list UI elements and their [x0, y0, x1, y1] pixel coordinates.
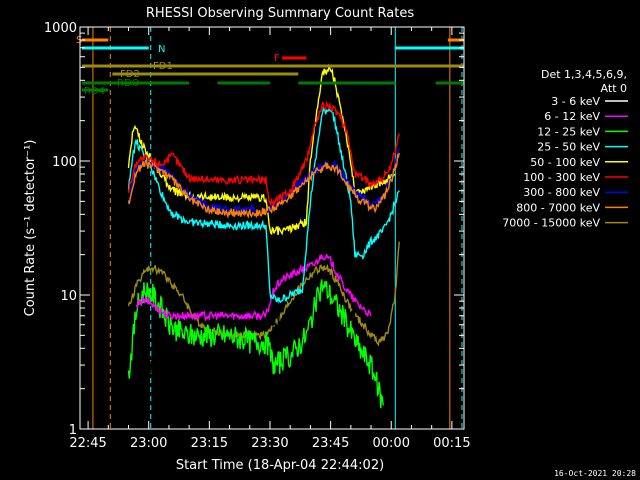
- x-tick-label-23-45: 23:45: [312, 436, 349, 451]
- status-label-s: S: [76, 35, 82, 46]
- y-tick-label-10: 10: [60, 289, 77, 304]
- legend-label-300-800-kev: 300 - 800 keV: [523, 186, 600, 199]
- x-tick-label-22-45: 22:45: [69, 436, 106, 451]
- series-line-50-100-kev: [127, 63, 396, 236]
- series-line-800-7000-kev: [127, 152, 400, 220]
- vertical-markers: [92, 27, 463, 429]
- legend-label-6-12-kev: 6 - 12 keV: [544, 110, 600, 123]
- chart-title: RHESSI Observing Summary Count Rates: [146, 6, 415, 21]
- y-axis-label: Count Rate (s⁻¹ detector⁻¹): [23, 140, 38, 317]
- status-label-n: N: [158, 44, 165, 55]
- status-label-fd1: FD1: [153, 61, 173, 72]
- legend-label-800-7000-kev: 800 - 7000 keV: [516, 201, 600, 214]
- legend-label-3-6-kev: 3 - 6 keV: [551, 95, 600, 108]
- legend-label-100-300-kev: 100 - 300 keV: [523, 171, 600, 184]
- legend-label-25-50-kev: 25 - 50 keV: [537, 141, 600, 154]
- legend: Det 1,3,4,5,6,9,Att 03 - 6 keV 6 - 12 keV…: [502, 68, 628, 230]
- axes: 22:45 23:00 23:15 23:30 23:45 00:00 00:15 1 10 10…: [44, 21, 471, 451]
- series-line-6-12-kev: [135, 253, 372, 322]
- series-line-12-25-kev: [127, 279, 384, 409]
- y-tick-label-100: 100: [52, 155, 77, 170]
- x-tick-label-00-00: 00:00: [373, 436, 410, 451]
- x-tick-label-23-15: 23:15: [191, 436, 228, 451]
- legend-header-1: Att 0: [601, 82, 627, 95]
- series-line-3-6-kev: [135, 233, 388, 430]
- legend-label-50-100-kev: 50 - 100 keV: [530, 156, 600, 169]
- x-axis-label: Start Time (18-Apr-04 22:44:02): [176, 458, 384, 473]
- status-label-rdo: RDO: [117, 78, 140, 89]
- x-tick-label-00-15: 00:15: [433, 436, 470, 451]
- legend-header-0: Det 1,3,4,5,6,9,: [541, 68, 627, 81]
- legend-label-12-25-kev: 12 - 25 keV: [537, 125, 600, 138]
- series-line-100-300-kev: [127, 100, 400, 207]
- legend-label-7000-15000-kev: 7000 - 15000 keV: [502, 217, 600, 230]
- status-label-rd4: RD4: [84, 86, 105, 97]
- series-lines: [127, 63, 400, 430]
- y-tick-label-1000: 1000: [44, 21, 77, 36]
- plot-frame: [79, 26, 465, 430]
- y-tick-label-1: 1: [69, 423, 77, 438]
- status-label-fd2: FD2: [120, 69, 140, 80]
- x-tick-label-23-30: 23:30: [251, 436, 288, 451]
- status-label-f: F: [274, 53, 280, 64]
- series-line-25-50-kev: [127, 105, 400, 304]
- timestamp: 16-Oct-2021 20:28: [554, 469, 636, 478]
- x-tick-label-23-00: 23:00: [130, 436, 167, 451]
